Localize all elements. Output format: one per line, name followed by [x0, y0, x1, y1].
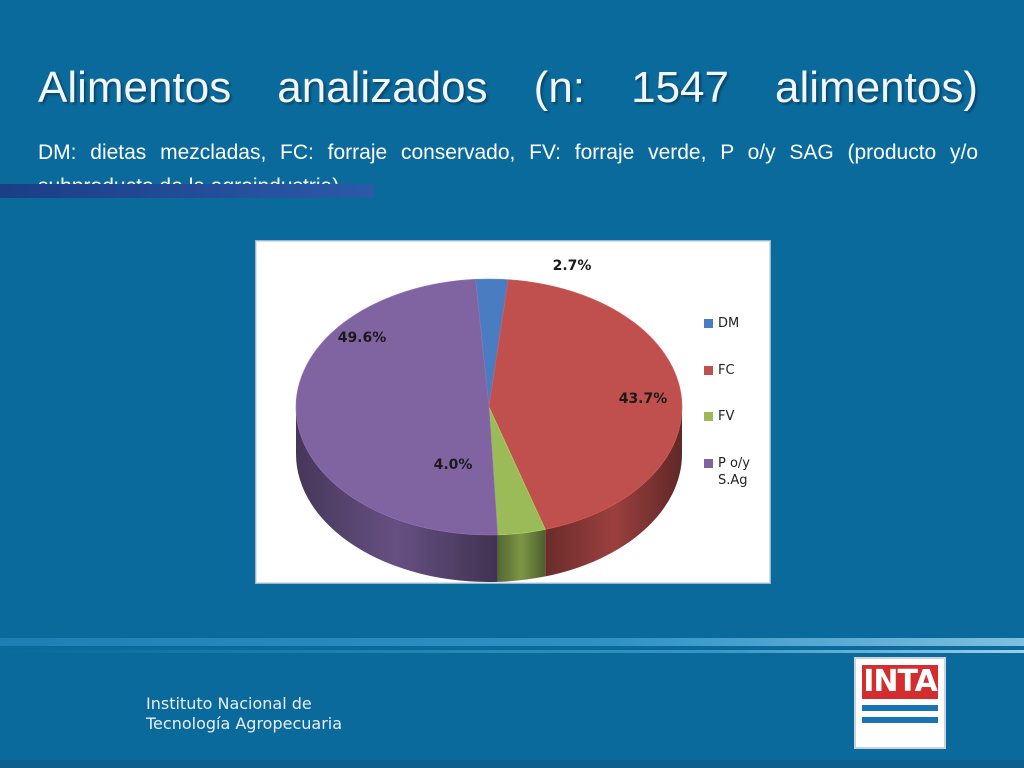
institution-name-line2: Tecnología Agropecuaria	[146, 714, 343, 733]
pie-chart: 2.7% 43.7% 4.0% 49.6%	[295, 258, 683, 582]
decorative-stripe	[0, 638, 1024, 646]
data-label-dm: 2.7%	[553, 258, 592, 274]
logo-bars	[862, 705, 938, 729]
inta-logo: INTA	[854, 657, 946, 749]
decorative-stripe-thin	[0, 650, 1024, 653]
legend-label: FV	[718, 409, 735, 424]
pie-side-fc	[545, 407, 682, 577]
institution-name-line1: Instituto Nacional de	[146, 694, 312, 713]
bottom-band	[0, 760, 1024, 768]
pie-side-fv	[497, 529, 546, 582]
data-label-fv: 4.0%	[434, 457, 473, 473]
pie-sides	[296, 407, 682, 582]
pie-top	[295, 278, 683, 536]
data-label-fc: 43.7%	[619, 391, 668, 407]
pie-chart-panel: 2.7% 43.7% 4.0% 49.6% DM FC FV P o/y S.Ag	[255, 240, 771, 584]
logo-wordmark: INTA	[862, 664, 938, 699]
accent-bar	[0, 184, 374, 198]
data-label-p-o-y-s-ag: 49.6%	[338, 330, 387, 346]
legend-label: P o/y S.Ag	[718, 456, 750, 488]
legend-label: FC	[718, 363, 735, 378]
legend-swatch	[704, 366, 713, 375]
institution-name: Instituto Nacional de Tecnología Agropec…	[146, 694, 342, 734]
legend-label: DM	[718, 316, 740, 331]
pie-slice-p-o-y-s-ag	[295, 278, 498, 536]
legend-swatch	[704, 412, 713, 421]
pie-slice-fc	[488, 279, 683, 530]
legend-swatch	[704, 459, 713, 468]
slide-title: Alimentos analizados (n: 1547 alimentos)	[38, 63, 978, 112]
pie-side-p-o-y-s-ag	[296, 407, 498, 582]
legend-swatch	[704, 319, 713, 328]
